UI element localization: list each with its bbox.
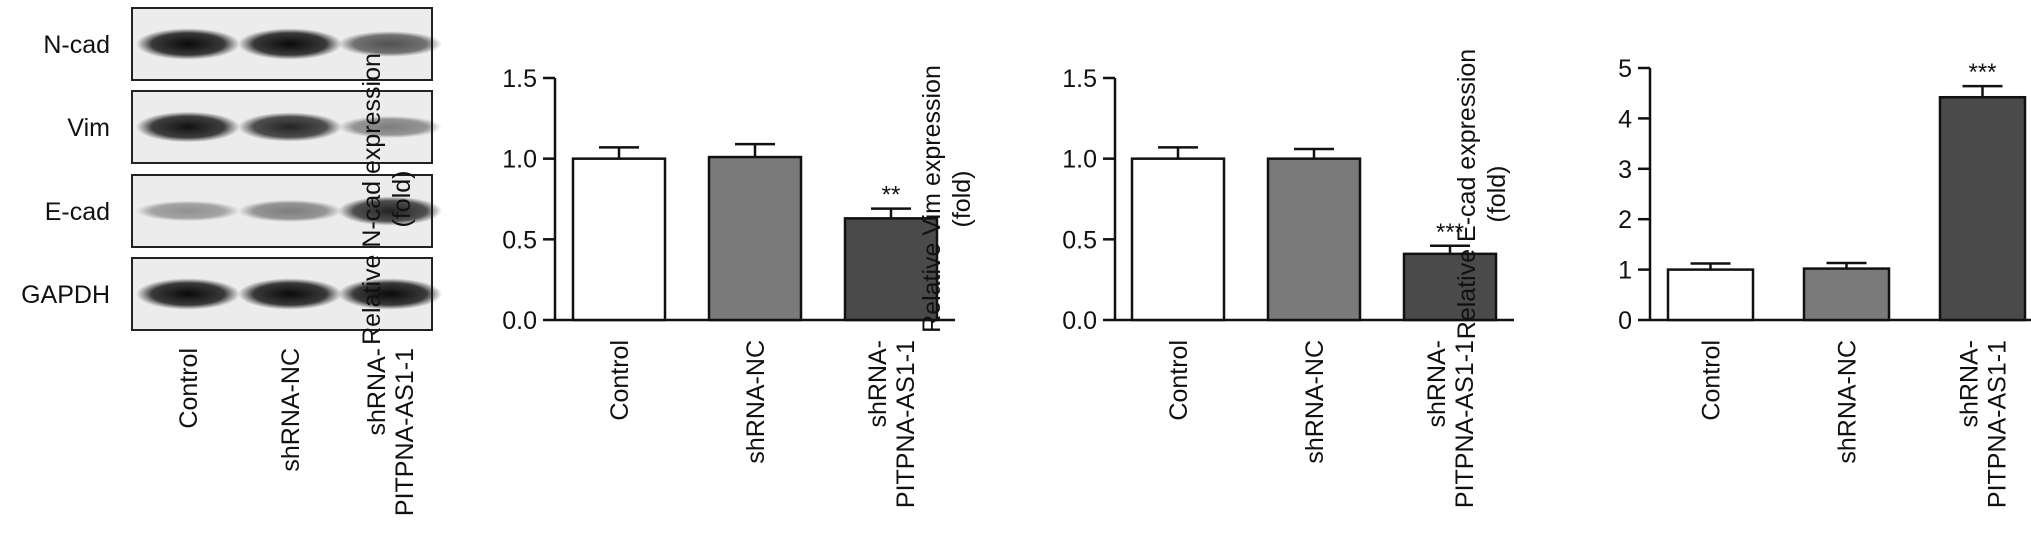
svg-text:shRNA-NC: shRNA-NC [1301, 340, 1329, 464]
x-tick-label: shRNA-NC [1834, 340, 1862, 464]
blot-row-gapdh: GAPDH [21, 257, 442, 331]
svg-text:Relative E-cad expression: Relative E-cad expression [1453, 49, 1481, 339]
y-tick-label: 5 [1618, 55, 1632, 83]
y-tick-label: 4 [1618, 105, 1632, 133]
svg-text:(fold): (fold) [1483, 166, 1511, 223]
significance-mark: *** [1436, 219, 1464, 246]
y-tick-label: 1 [1618, 257, 1632, 285]
svg-text:Relative N-cad expression: Relative N-cad expression [358, 53, 386, 345]
blot-band [238, 112, 342, 142]
blot-band [338, 31, 442, 57]
x-tick-label: shRNA- PITPNA-AS1-1 [1423, 340, 1479, 508]
blot-lane-label: shRNA- PITPNA-AS1-1 [363, 348, 419, 516]
svg-text:(fold): (fold) [388, 171, 416, 228]
svg-text:PITPNA-AS1-1: PITPNA-AS1-1 [1984, 340, 2012, 508]
bar [843, 217, 939, 322]
blot-band [136, 111, 240, 143]
x-tick-label: shRNA- PITPNA-AS1-1 [1956, 340, 2012, 508]
y-tick-label: 1.0 [1062, 146, 1097, 174]
bar-chart-1: 0.0 0.5 1.0 1.5 Relative N-cad expression (fo… [358, 53, 955, 508]
y-tick-label: 0.5 [1062, 226, 1097, 254]
blot-row-label: E-cad [45, 198, 110, 226]
y-tick-label: 2 [1618, 206, 1632, 234]
svg-text:PITPNA-AS1-1: PITPNA-AS1-1 [391, 348, 419, 516]
error-bar [871, 207, 911, 219]
svg-text:shRNA-NC: shRNA-NC [742, 340, 770, 464]
y-tick-label: 0.0 [1062, 307, 1097, 335]
blot-lane-label: Control [175, 348, 203, 429]
blot-row-e-cad: E-cad [45, 174, 442, 248]
blot-band [238, 278, 342, 310]
svg-text:shRNA-: shRNA- [1956, 340, 1984, 428]
bar [1402, 252, 1498, 322]
bar [1938, 95, 2027, 322]
bar [1130, 157, 1226, 322]
y-tick-label: 3 [1618, 156, 1632, 184]
bar-chart-3: 0 1 2 3 4 5 Relative E-cad expression (fold) Con… [1453, 49, 2031, 508]
western-blot: N-cad Vim E-cad GAPDH Control shRNA-NC shRNA- P… [21, 7, 442, 516]
x-tick-label: shRNA- PITPNA-AS1-1 [864, 340, 920, 508]
blot-row-label: GAPDH [21, 281, 110, 309]
significance-mark: *** [1968, 59, 1996, 86]
x-tick-label: Control [1698, 340, 1726, 421]
blot-row-label: N-cad [43, 31, 110, 59]
blot-band [338, 196, 442, 226]
svg-text:shRNA-: shRNA- [363, 348, 391, 436]
blot-row-label: Vim [67, 114, 110, 142]
bar [707, 155, 803, 322]
blot-band [136, 28, 240, 60]
svg-text:Relative Vim expression: Relative Vim expression [918, 65, 946, 333]
x-tick-label: shRNA-NC [1301, 340, 1329, 464]
x-tick-label: Control [1165, 340, 1193, 421]
error-bar [1430, 244, 1470, 254]
blot-row-n-cad: N-cad [43, 7, 442, 81]
y-tick-label: 1.5 [502, 65, 537, 93]
significance-mark: ** [882, 182, 901, 209]
svg-text:shRNA-NC: shRNA-NC [1834, 340, 1862, 464]
svg-text:shRNA-: shRNA- [864, 340, 892, 428]
blot-row-vim: Vim [67, 90, 442, 164]
error-bar [1294, 147, 1334, 159]
bar [571, 157, 667, 322]
blot-band [136, 200, 240, 222]
svg-text:Control: Control [1165, 340, 1193, 421]
svg-text:Control: Control [606, 340, 634, 421]
bar [1666, 268, 1755, 322]
bar [1266, 157, 1362, 322]
blot-band [238, 199, 342, 223]
blot-lane-label: shRNA-NC [277, 348, 305, 472]
error-bar [1690, 262, 1731, 270]
y-axis-label: Relative N-cad expression (fold) [358, 53, 416, 345]
error-bar [1826, 261, 1867, 269]
y-tick-label: 0.0 [502, 307, 537, 335]
blot-band [238, 28, 342, 60]
error-bar [735, 142, 775, 158]
x-tick-label: shRNA-NC [742, 340, 770, 464]
y-tick-label: 0.5 [502, 226, 537, 254]
svg-text:Control: Control [1698, 340, 1726, 421]
error-bar [599, 146, 639, 159]
blot-band [338, 115, 442, 139]
y-axis-label: Relative Vim expression (fold) [918, 65, 976, 333]
svg-text:shRNA-: shRNA- [1423, 340, 1451, 428]
error-bar [1158, 146, 1198, 159]
y-tick-label: 1.0 [502, 146, 537, 174]
error-bar [1962, 84, 2003, 98]
y-tick-label: 0 [1618, 307, 1632, 335]
svg-text:PITPNA-AS1-1: PITPNA-AS1-1 [1451, 340, 1479, 508]
y-axis-label: Relative E-cad expression (fold) [1453, 49, 1511, 339]
bar [1802, 267, 1891, 322]
blot-band [338, 278, 442, 310]
svg-text:Control: Control [175, 348, 203, 429]
blot-band [136, 278, 240, 310]
svg-text:shRNA-NC: shRNA-NC [277, 348, 305, 472]
x-tick-label: Control [606, 340, 634, 421]
svg-text:(fold): (fold) [948, 171, 976, 228]
y-tick-label: 1.5 [1062, 65, 1097, 93]
svg-text:PITPNA-AS1-1: PITPNA-AS1-1 [892, 340, 920, 508]
